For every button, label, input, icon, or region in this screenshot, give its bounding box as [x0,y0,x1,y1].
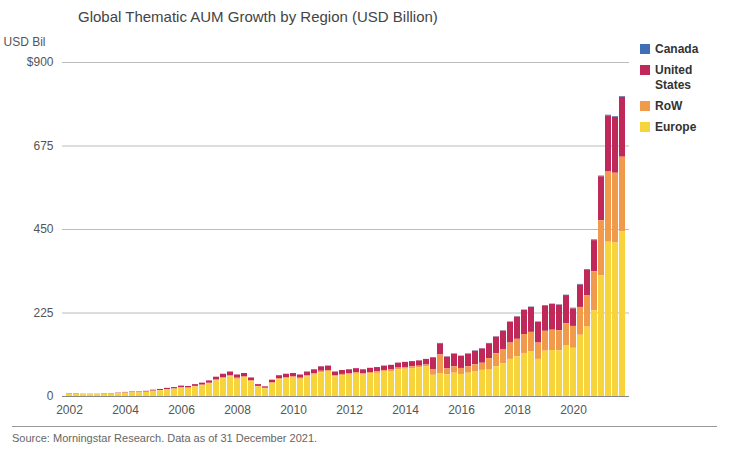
html-text:Global Thematic AUM Growth by: Global Thematic AUM Growth by Region (US… [78,8,438,25]
svg-text:225: 225 [33,306,53,320]
svg-text:2004: 2004 [112,403,139,417]
svg-text:2012: 2012 [336,403,363,417]
html-text:Source: Morningstar Research.: Source: Morningstar Research. Data as of… [12,432,318,444]
svg-text:2002: 2002 [56,403,83,417]
svg-text:$900: $900 [27,55,54,69]
svg-text:2020: 2020 [560,403,587,417]
html-text:RoW: RoW [655,99,683,113]
html-text:United States: United States [655,63,693,92]
svg-text:2008: 2008 [224,403,251,417]
svg-text:2018: 2018 [504,403,531,417]
svg-text:2014: 2014 [392,403,419,417]
svg-text:2010: 2010 [280,403,307,417]
svg-text:0: 0 [47,389,54,403]
svg-text:2006: 2006 [168,403,195,417]
svg-text:675: 675 [33,139,53,153]
svg-text:450: 450 [33,222,53,236]
svg-text:USD Bil: USD Bil [4,35,46,49]
svg-text:2016: 2016 [448,403,475,417]
html-text:Canada: Canada [655,42,699,56]
html-text:Europe: Europe [655,120,697,134]
